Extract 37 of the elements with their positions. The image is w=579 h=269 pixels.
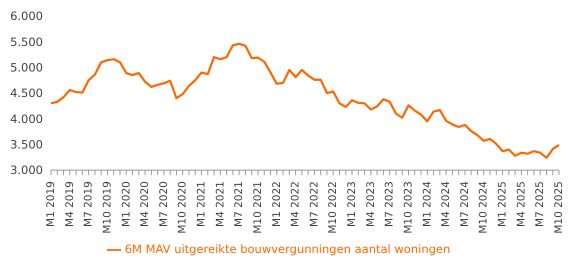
- y-tick-label: 6.000: [10, 9, 43, 24]
- x-tick-label: M1 2023: [346, 181, 358, 227]
- x-tick-label: M10 2025: [553, 181, 565, 234]
- x-tick-label: M7 2022: [308, 181, 320, 227]
- y-tick-label: 5.000: [10, 60, 43, 74]
- x-tick-label: M10 2019: [101, 181, 114, 234]
- y-tick-label: 4.000: [10, 112, 43, 126]
- y-tick-label: 3.000: [10, 163, 43, 178]
- x-tick-label: M10 2023: [402, 181, 414, 234]
- x-tick-label: M7 2023: [384, 181, 396, 227]
- x-tick-label: M10 2024: [478, 180, 490, 234]
- y-tick-label: 4.500: [10, 86, 43, 100]
- x-tick-label: M1 2022: [270, 181, 283, 227]
- x-tick-label: M1 2019: [45, 181, 57, 227]
- x-tick-label: M7 2024: [458, 180, 471, 227]
- line-series: [50, 42, 560, 159]
- x-tick-label: M7 2025: [534, 181, 546, 227]
- x-tick-label: M4 2025: [515, 181, 528, 227]
- x-tick-label: M7 2020: [158, 181, 170, 227]
- x-tick-label: M4 2024: [440, 180, 452, 227]
- x-tick-label: M7 2019: [82, 181, 95, 227]
- y-tick-label: 3.500: [10, 138, 43, 152]
- x-tick-label: M10 2021: [252, 181, 264, 234]
- x-tick-label: M4 2022: [290, 181, 302, 227]
- y-tick-label: 5.500: [10, 34, 43, 49]
- x-tick-label: M1 2025: [496, 181, 509, 227]
- x-tick-label: M1 2024: [421, 180, 434, 227]
- legend-label: 6M MAV uitgereikte bouwvergunningen aantal woningen: [124, 242, 450, 256]
- x-tick-label: M4 2023: [364, 181, 377, 227]
- x-tick-label: M4 2021: [214, 181, 226, 227]
- x-tick-label: M4 2020: [139, 181, 152, 227]
- x-tick-label: M1 2020: [120, 181, 132, 227]
- x-tick-label: M4 2019: [64, 181, 76, 227]
- x-tick-label: M10 2022: [327, 181, 340, 234]
- x-tick-label: M7 2021: [233, 181, 246, 227]
- x-tick-label: M10 2020: [176, 181, 189, 234]
- x-tick-label: M1 2021: [196, 181, 208, 227]
